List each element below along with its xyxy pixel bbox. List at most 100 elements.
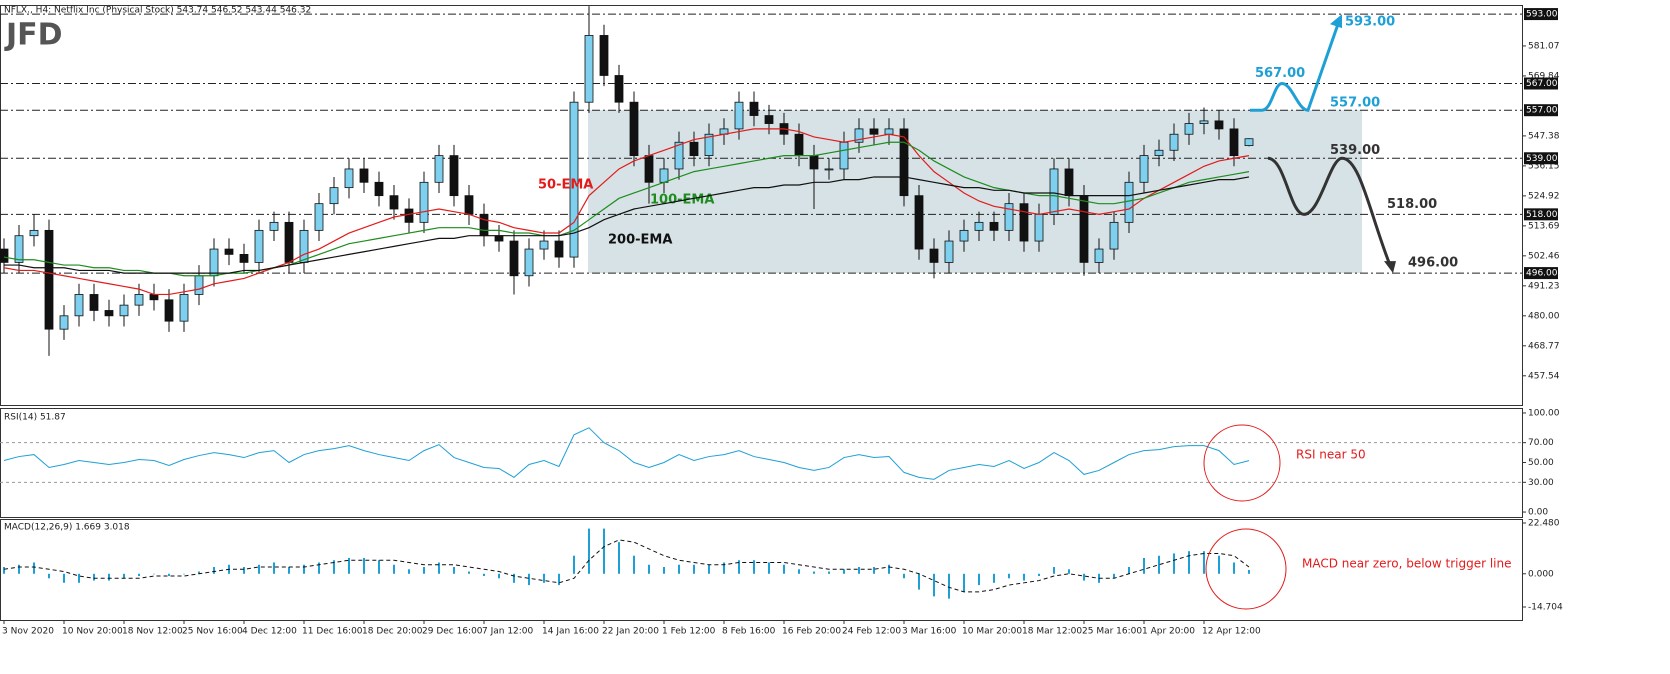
candle-body bbox=[884, 128, 894, 135]
macd-bar bbox=[603, 528, 605, 574]
macd-bar bbox=[213, 567, 215, 574]
candle-body bbox=[674, 141, 684, 170]
level-tag-label: 567.00 bbox=[1526, 79, 1558, 89]
rsi-title: RSI(14) 51.87 bbox=[4, 413, 66, 423]
highlight-circle bbox=[1205, 528, 1287, 610]
candle-body bbox=[134, 294, 144, 306]
macd-bar bbox=[918, 573, 920, 590]
macd-bar bbox=[273, 562, 275, 574]
candle-body bbox=[1034, 213, 1044, 242]
macd-bar bbox=[168, 573, 170, 577]
candle-body bbox=[794, 133, 804, 157]
macd-bar bbox=[678, 564, 680, 574]
candle-body bbox=[944, 240, 954, 263]
ema-label: 50-EMA bbox=[538, 178, 593, 193]
candle-body bbox=[14, 235, 24, 263]
macd-bar bbox=[1083, 573, 1085, 581]
candle-body bbox=[284, 221, 294, 263]
macd-bar bbox=[1233, 562, 1235, 574]
x-tick-label: 29 Dec 16:00 bbox=[422, 627, 483, 637]
y-tick-label: 569.84 bbox=[1528, 71, 1560, 81]
macd-bar bbox=[618, 542, 620, 574]
candle-body bbox=[1064, 168, 1074, 197]
macd-bar bbox=[1008, 573, 1010, 579]
macd-bar bbox=[543, 573, 545, 583]
candle-body bbox=[299, 229, 309, 263]
macd-bar bbox=[1038, 573, 1040, 577]
y-tick-label: 491.23 bbox=[1528, 281, 1560, 291]
macd-bar bbox=[333, 560, 335, 574]
macd-bar bbox=[993, 573, 995, 583]
macd-bar bbox=[813, 571, 815, 574]
x-tick-label: 4 Dec 12:00 bbox=[242, 627, 297, 637]
candle-body bbox=[344, 168, 354, 189]
candle-body bbox=[329, 187, 339, 205]
candle-body bbox=[389, 195, 399, 210]
level-annotation: 496.00 bbox=[1408, 256, 1458, 271]
chart-title: NFLX., H4: Netflix Inc (Physical Stock) … bbox=[4, 6, 311, 16]
macd-bar bbox=[1053, 567, 1055, 574]
candle-body bbox=[584, 35, 594, 103]
candle-body bbox=[644, 155, 654, 183]
candle-body bbox=[1244, 138, 1254, 147]
macd-bar bbox=[798, 569, 800, 574]
ema-line bbox=[4, 176, 1250, 274]
x-tick-label: 10 Mar 20:00 bbox=[962, 627, 1022, 637]
macd-bar bbox=[1203, 551, 1205, 574]
candle-body bbox=[254, 229, 264, 263]
macd-bar bbox=[303, 564, 305, 574]
x-tick-label: 16 Feb 20:00 bbox=[782, 627, 841, 637]
candle-body bbox=[749, 101, 759, 116]
macd-bar bbox=[1173, 553, 1175, 574]
bull-scenario bbox=[1250, 23, 1340, 112]
level-tag bbox=[1524, 208, 1558, 221]
candle-body bbox=[539, 240, 549, 250]
y-tick-label: 0.000 bbox=[1528, 569, 1554, 579]
candle-body bbox=[59, 315, 69, 330]
macd-bar bbox=[198, 571, 200, 574]
level-annotation: 539.00 bbox=[1330, 143, 1380, 158]
bull-arrowhead bbox=[1330, 14, 1342, 29]
macd-bar bbox=[468, 571, 470, 574]
x-tick-label: 25 Nov 16:00 bbox=[182, 627, 243, 637]
candle-body bbox=[119, 304, 129, 317]
macd-bar bbox=[828, 571, 830, 574]
macd-bar bbox=[3, 567, 5, 574]
macd-bar bbox=[783, 564, 785, 574]
candle-body bbox=[974, 221, 984, 231]
y-tick-label: 457.54 bbox=[1528, 371, 1560, 381]
candle-body bbox=[1169, 133, 1179, 151]
y-tick-label: 70.00 bbox=[1528, 438, 1554, 448]
y-tick-label: 22.480 bbox=[1528, 518, 1560, 528]
candle-body bbox=[29, 229, 39, 237]
candle-body bbox=[1109, 221, 1119, 250]
candle-body bbox=[179, 294, 189, 322]
candle-body bbox=[374, 181, 384, 197]
macd-bar bbox=[453, 567, 455, 574]
rsi-line bbox=[3, 427, 1250, 480]
y-tick-label: 581.07 bbox=[1528, 41, 1560, 51]
level-tag bbox=[1524, 77, 1558, 90]
candle-body bbox=[1229, 128, 1239, 157]
candle-body bbox=[404, 208, 414, 223]
macd-bar bbox=[138, 573, 140, 577]
level-tag bbox=[1524, 8, 1558, 21]
x-tick-label: 18 Dec 20:00 bbox=[362, 627, 423, 637]
candle-body bbox=[314, 203, 324, 231]
candle-body bbox=[1154, 149, 1164, 157]
macd-bar bbox=[738, 560, 740, 574]
macd-bar bbox=[1158, 555, 1160, 574]
panel-annotation: MACD near zero, below trigger line bbox=[1302, 557, 1512, 571]
macd-bar bbox=[1188, 551, 1190, 574]
macd-bar bbox=[648, 564, 650, 574]
candle-body bbox=[449, 155, 459, 197]
candle-body bbox=[1049, 168, 1059, 215]
macd-bar bbox=[1128, 567, 1130, 574]
macd-bar bbox=[378, 560, 380, 574]
y-tick-label: 100.00 bbox=[1528, 408, 1560, 418]
x-tick-label: 10 Nov 20:00 bbox=[62, 627, 123, 637]
candle-body bbox=[1079, 195, 1089, 263]
macd-bar bbox=[33, 562, 35, 574]
